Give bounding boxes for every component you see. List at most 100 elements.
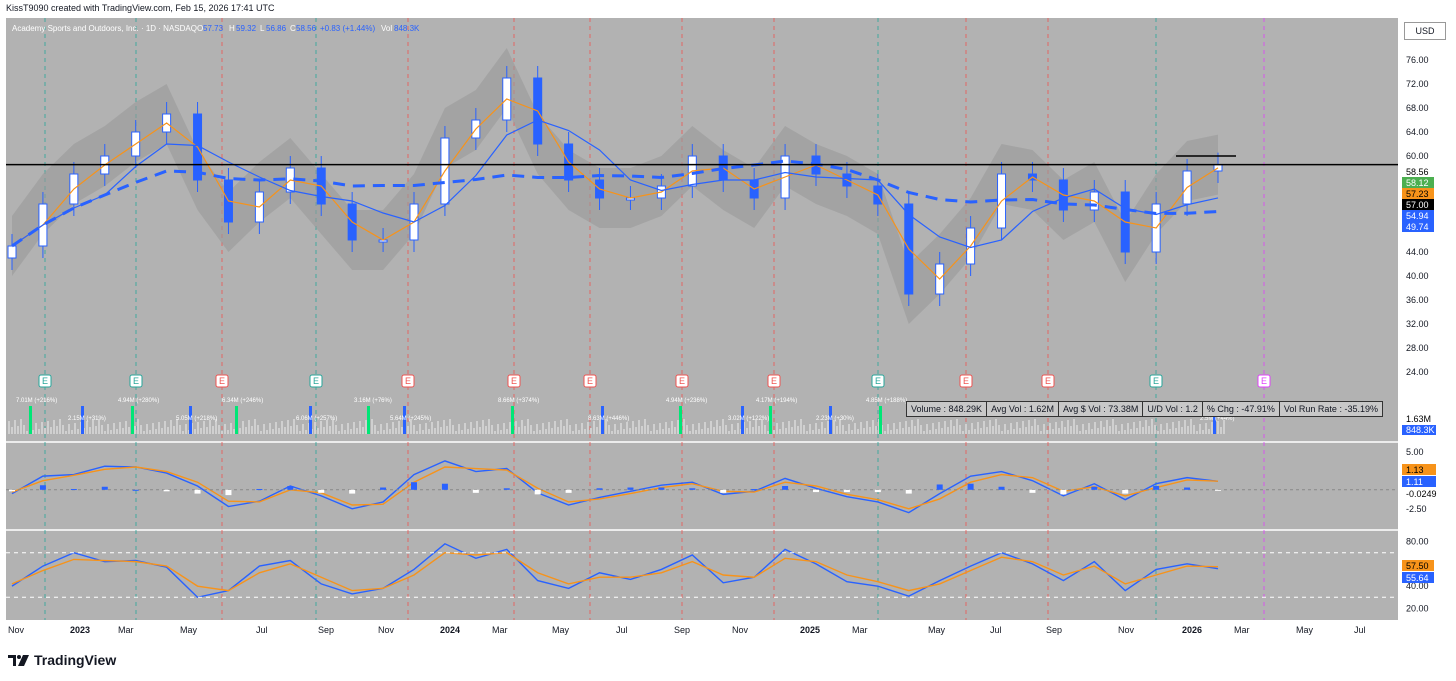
volume-bar [1064,427,1066,434]
volume-bar [731,424,733,434]
volume-bar [536,424,538,434]
volume-bar [422,430,424,434]
macd-histogram-bar [1091,486,1098,490]
volume-bar [725,425,727,434]
volume-bar [1130,429,1132,434]
volume-bar [1142,427,1144,434]
time-axis-label: May [552,625,570,635]
price-label: 57.23 [1406,189,1429,199]
earnings-marker [675,374,689,388]
candle-body [7,245,17,259]
volume-bar [983,421,985,434]
time-axis-label: May [180,625,198,635]
volume-bar [1097,428,1099,434]
volume-bar [476,421,478,434]
volume-bar [1055,422,1057,434]
volume-bar [1040,431,1042,434]
earnings-marker-label: E [963,376,969,386]
volume-bar [152,423,154,434]
volume-bar [962,431,964,434]
volume-bar [167,427,169,434]
volume-bar [296,425,298,434]
rsi-line [11,542,1219,599]
macd-histogram-bar [318,489,325,493]
volume-bar [140,425,142,434]
macd-histogram-bar [843,489,850,493]
earnings-marker-label: E [313,376,319,386]
volume-bar [635,427,637,434]
volume-bar [1121,424,1123,434]
volume-bar [548,422,550,434]
macd-histogram-bar [194,489,201,494]
chart-canvas[interactable]: E E E E E E E E E E E E E E 80.00 76.00 72.00 68.00 64.00 6… [0,18,1456,642]
volume-annotation: 4.17M (+194%) [756,398,797,404]
volume-annotation: 4.94M (+280%) [118,398,159,404]
volume-bar [245,427,247,434]
currency-selector[interactable]: USD [1404,22,1446,40]
volume-bar [926,424,928,434]
volume-bar [1004,424,1006,434]
volume-bar [338,431,340,434]
volume-bar [305,430,307,434]
volume-bar [257,425,259,434]
volume-bar [896,429,898,434]
volume-bar [332,419,334,434]
volume-bar [1010,423,1012,434]
volume-bar [440,427,442,434]
earnings-marker [38,374,52,388]
volume-bar [782,422,784,434]
volume-bar [1076,425,1078,434]
volume-bar [710,421,712,434]
macd-histogram-bar [101,486,108,490]
volume-scale-label: 10M [1406,393,1422,402]
price-envelope-band [12,48,1218,324]
volume-bar [863,428,865,434]
volume-bar [509,422,511,434]
time-axis-label: Nov [732,625,749,635]
volume-bar [659,423,661,434]
price-label: 57.00 [1406,200,1429,210]
volume-bar [521,420,523,434]
volume-spike-bar [511,406,514,434]
volume-bar [746,428,748,434]
volume-bar [713,427,715,434]
volume-bar [1190,419,1192,434]
volume-bar [443,420,445,434]
price-tick-label: 32.00 [1406,319,1429,329]
volume-bar [314,422,316,434]
volume-bar [932,423,934,434]
macd-value-box [1402,464,1436,475]
volume-bar [416,431,418,434]
volume-bar [851,430,853,434]
volume-bar [14,420,16,434]
volume-bar [1118,431,1120,434]
volume-bar [1058,428,1060,434]
time-axis-label: Jul [1354,625,1366,635]
volume-bar [767,431,769,434]
volume-bar [362,427,364,434]
volume-bar [902,428,904,434]
volume-bar [1025,427,1027,434]
volume-bar [383,430,385,434]
volume-bar [929,430,931,434]
volume-annotation: 6.06M (+257%) [296,416,337,422]
volume-bar [263,424,265,434]
volume-bar [824,428,826,434]
macd-histogram-bar [967,483,974,490]
time-axis-label: Jul [616,625,628,635]
volume-bar [1085,430,1087,434]
volume-bar [956,419,958,434]
earnings-marker-label: E [1153,376,1159,386]
volume-bar [719,426,721,434]
volume-annotation: 3.02M (+122%) [728,416,769,422]
volume-bar [554,421,556,434]
volume-bar [911,420,913,434]
volume-bar [872,420,874,434]
volume-bar [1202,430,1204,434]
volume-bar [836,426,838,434]
volume-bar [1001,431,1003,434]
earnings-marker [129,374,143,388]
volume-bar [890,430,892,434]
volume-bar [647,425,649,434]
price-tick-label: 28.00 [1406,343,1429,353]
